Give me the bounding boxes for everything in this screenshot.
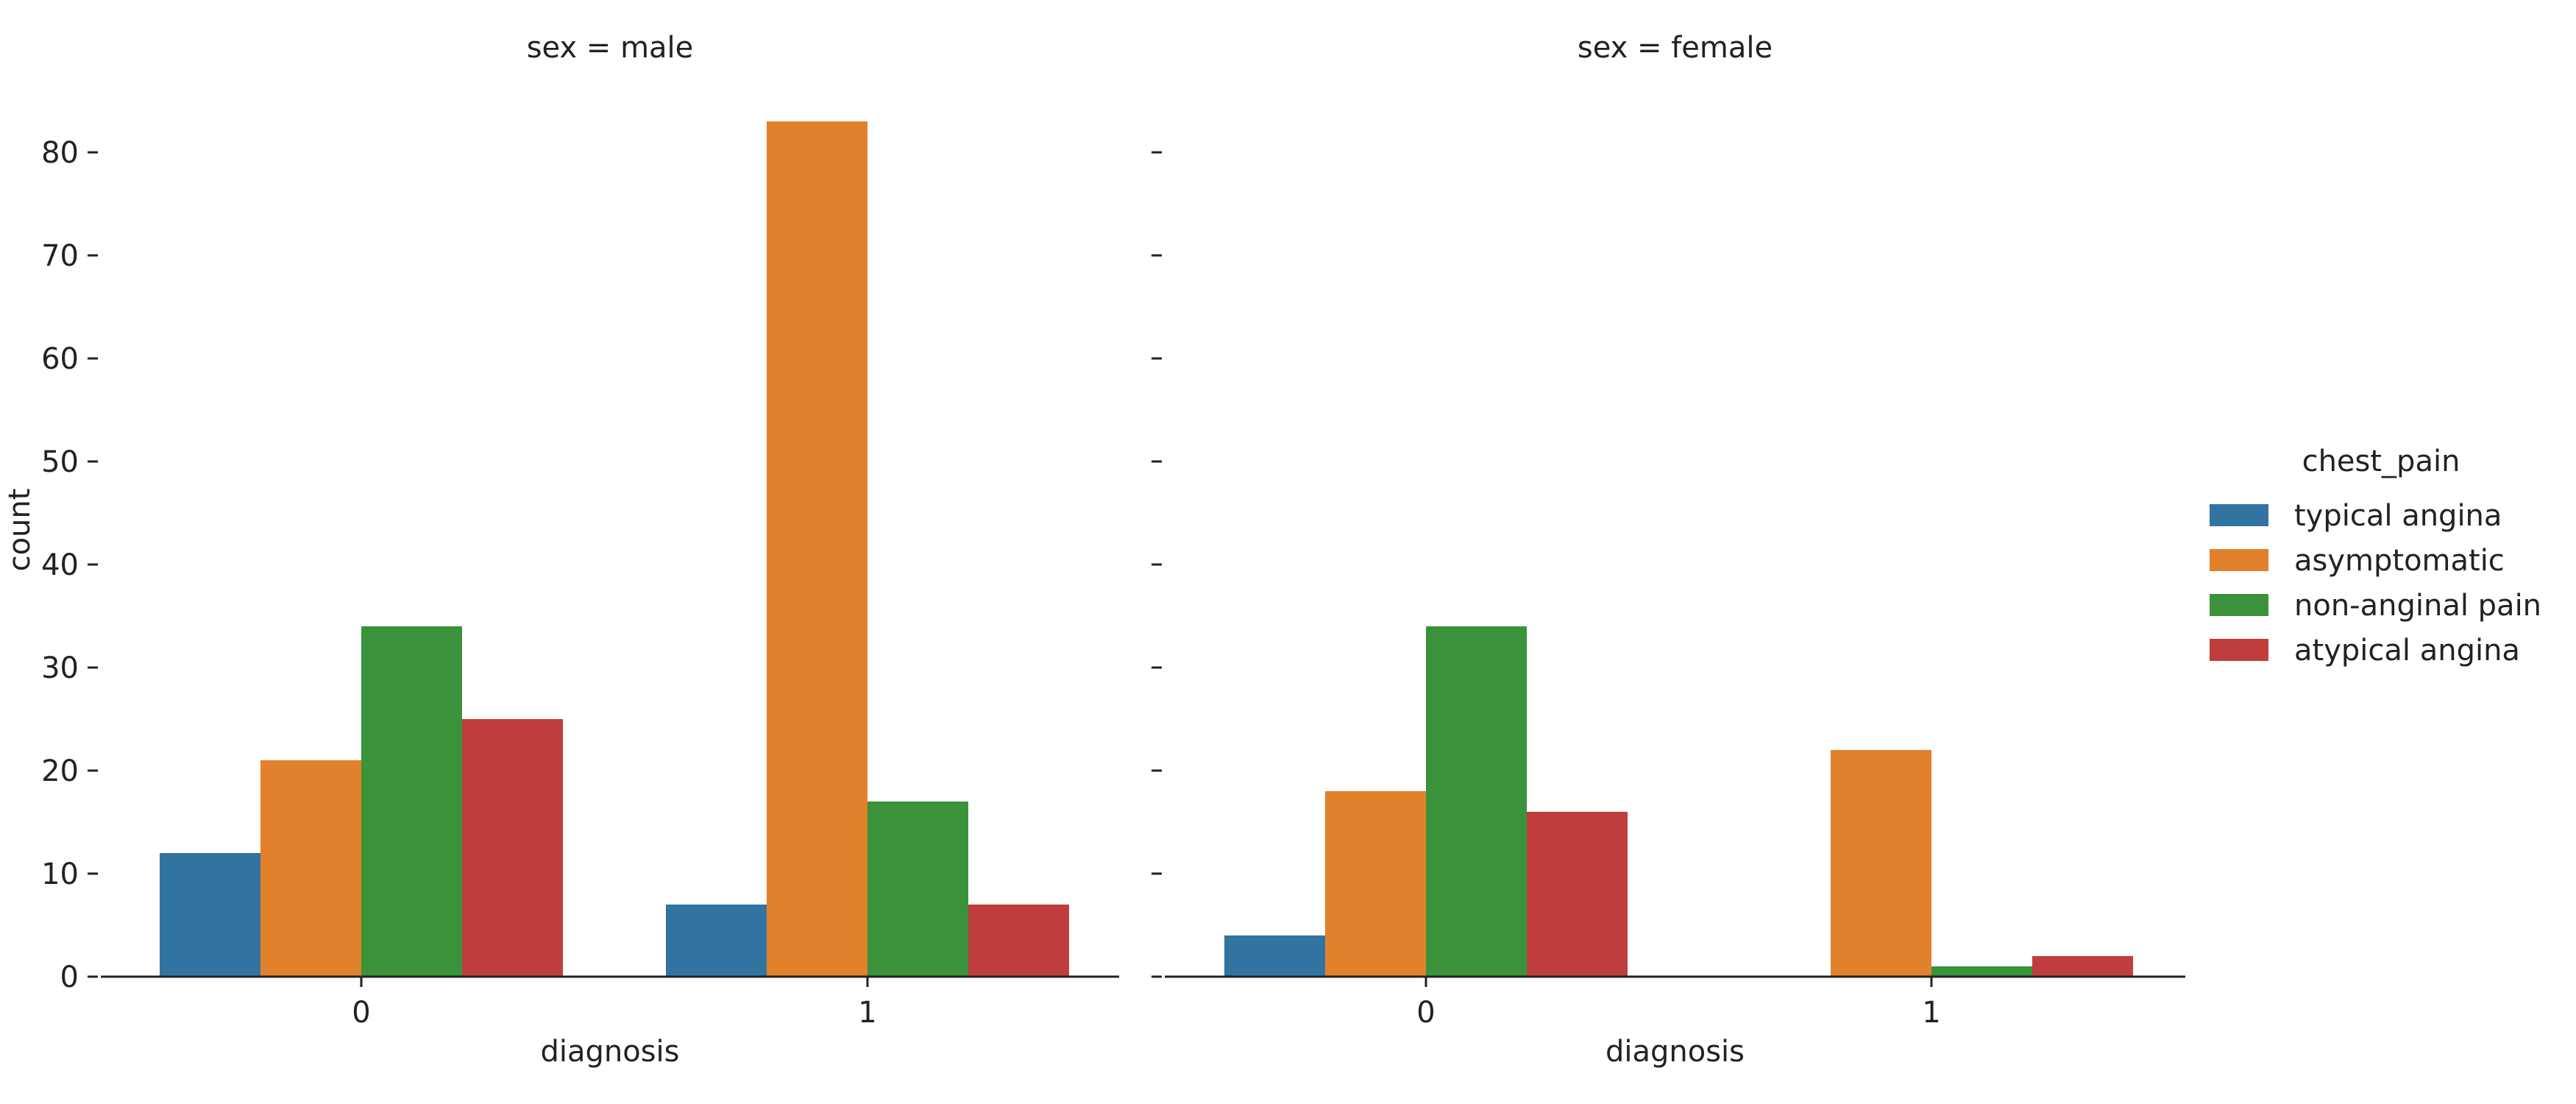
bar-asymptomatic-1 bbox=[1831, 750, 1931, 977]
y-tick-label: 40 bbox=[41, 548, 79, 582]
legend-label: asymptomatic bbox=[2294, 544, 2505, 578]
legend-swatch-asymptomatic bbox=[2210, 549, 2268, 571]
y-tick-label: 60 bbox=[41, 342, 79, 376]
y-tick-label: 10 bbox=[41, 857, 79, 891]
bar-non-anginal-pain-1 bbox=[1931, 966, 2032, 977]
bar-atypical-angina-0 bbox=[1527, 812, 1628, 977]
bar-non-anginal-pain-1 bbox=[867, 802, 968, 977]
y-axis-label: count bbox=[3, 489, 37, 572]
y-tick-label: 80 bbox=[41, 136, 79, 170]
panel-title: sex = female bbox=[1578, 31, 1773, 65]
legend-title: chest_pain bbox=[2302, 445, 2460, 478]
panel-0: sex = male 0 1 diagnosis 0 10 20 30 40 50 60 70 80 bbox=[41, 31, 1119, 1069]
bar-typical-angina-0 bbox=[1224, 935, 1325, 977]
panel-1: sex = female 0 1 diagnosis bbox=[1152, 31, 2185, 1069]
legend-swatch-atypical-angina bbox=[2210, 639, 2268, 661]
x-axis-label: diagnosis bbox=[1605, 1035, 1745, 1069]
x-tick-label: 0 bbox=[352, 996, 370, 1030]
bar-atypical-angina-1 bbox=[2032, 956, 2133, 977]
bar-non-anginal-pain-0 bbox=[1426, 626, 1527, 977]
bar-asymptomatic-0 bbox=[260, 760, 361, 977]
legend-label: atypical angina bbox=[2294, 634, 2520, 668]
x-axis-label: diagnosis bbox=[540, 1035, 679, 1069]
bar-atypical-angina-1 bbox=[968, 905, 1069, 977]
bar-non-anginal-pain-0 bbox=[361, 626, 462, 977]
y-tick-label: 50 bbox=[41, 445, 79, 479]
panel-title: sex = male bbox=[527, 31, 694, 65]
bar-atypical-angina-0 bbox=[462, 719, 563, 977]
legend-swatch-typical-angina bbox=[2210, 504, 2268, 526]
y-tick-label: 0 bbox=[60, 960, 79, 994]
bar-typical-angina-1 bbox=[666, 905, 767, 977]
bar-asymptomatic-0 bbox=[1325, 791, 1426, 977]
legend-swatch-non-anginal-pain bbox=[2210, 594, 2268, 616]
bar-typical-angina-0 bbox=[160, 853, 260, 977]
y-tick-label: 20 bbox=[41, 754, 79, 788]
x-tick-label: 0 bbox=[1416, 996, 1435, 1030]
y-tick-label: 70 bbox=[41, 239, 79, 273]
y-tick-label: 30 bbox=[41, 651, 79, 685]
legend-label: non-anginal pain bbox=[2294, 589, 2541, 623]
legend-label: typical angina bbox=[2294, 499, 2502, 533]
x-tick-label: 1 bbox=[1922, 996, 1940, 1030]
bar-asymptomatic-1 bbox=[767, 121, 867, 977]
x-tick-label: 1 bbox=[858, 996, 876, 1030]
